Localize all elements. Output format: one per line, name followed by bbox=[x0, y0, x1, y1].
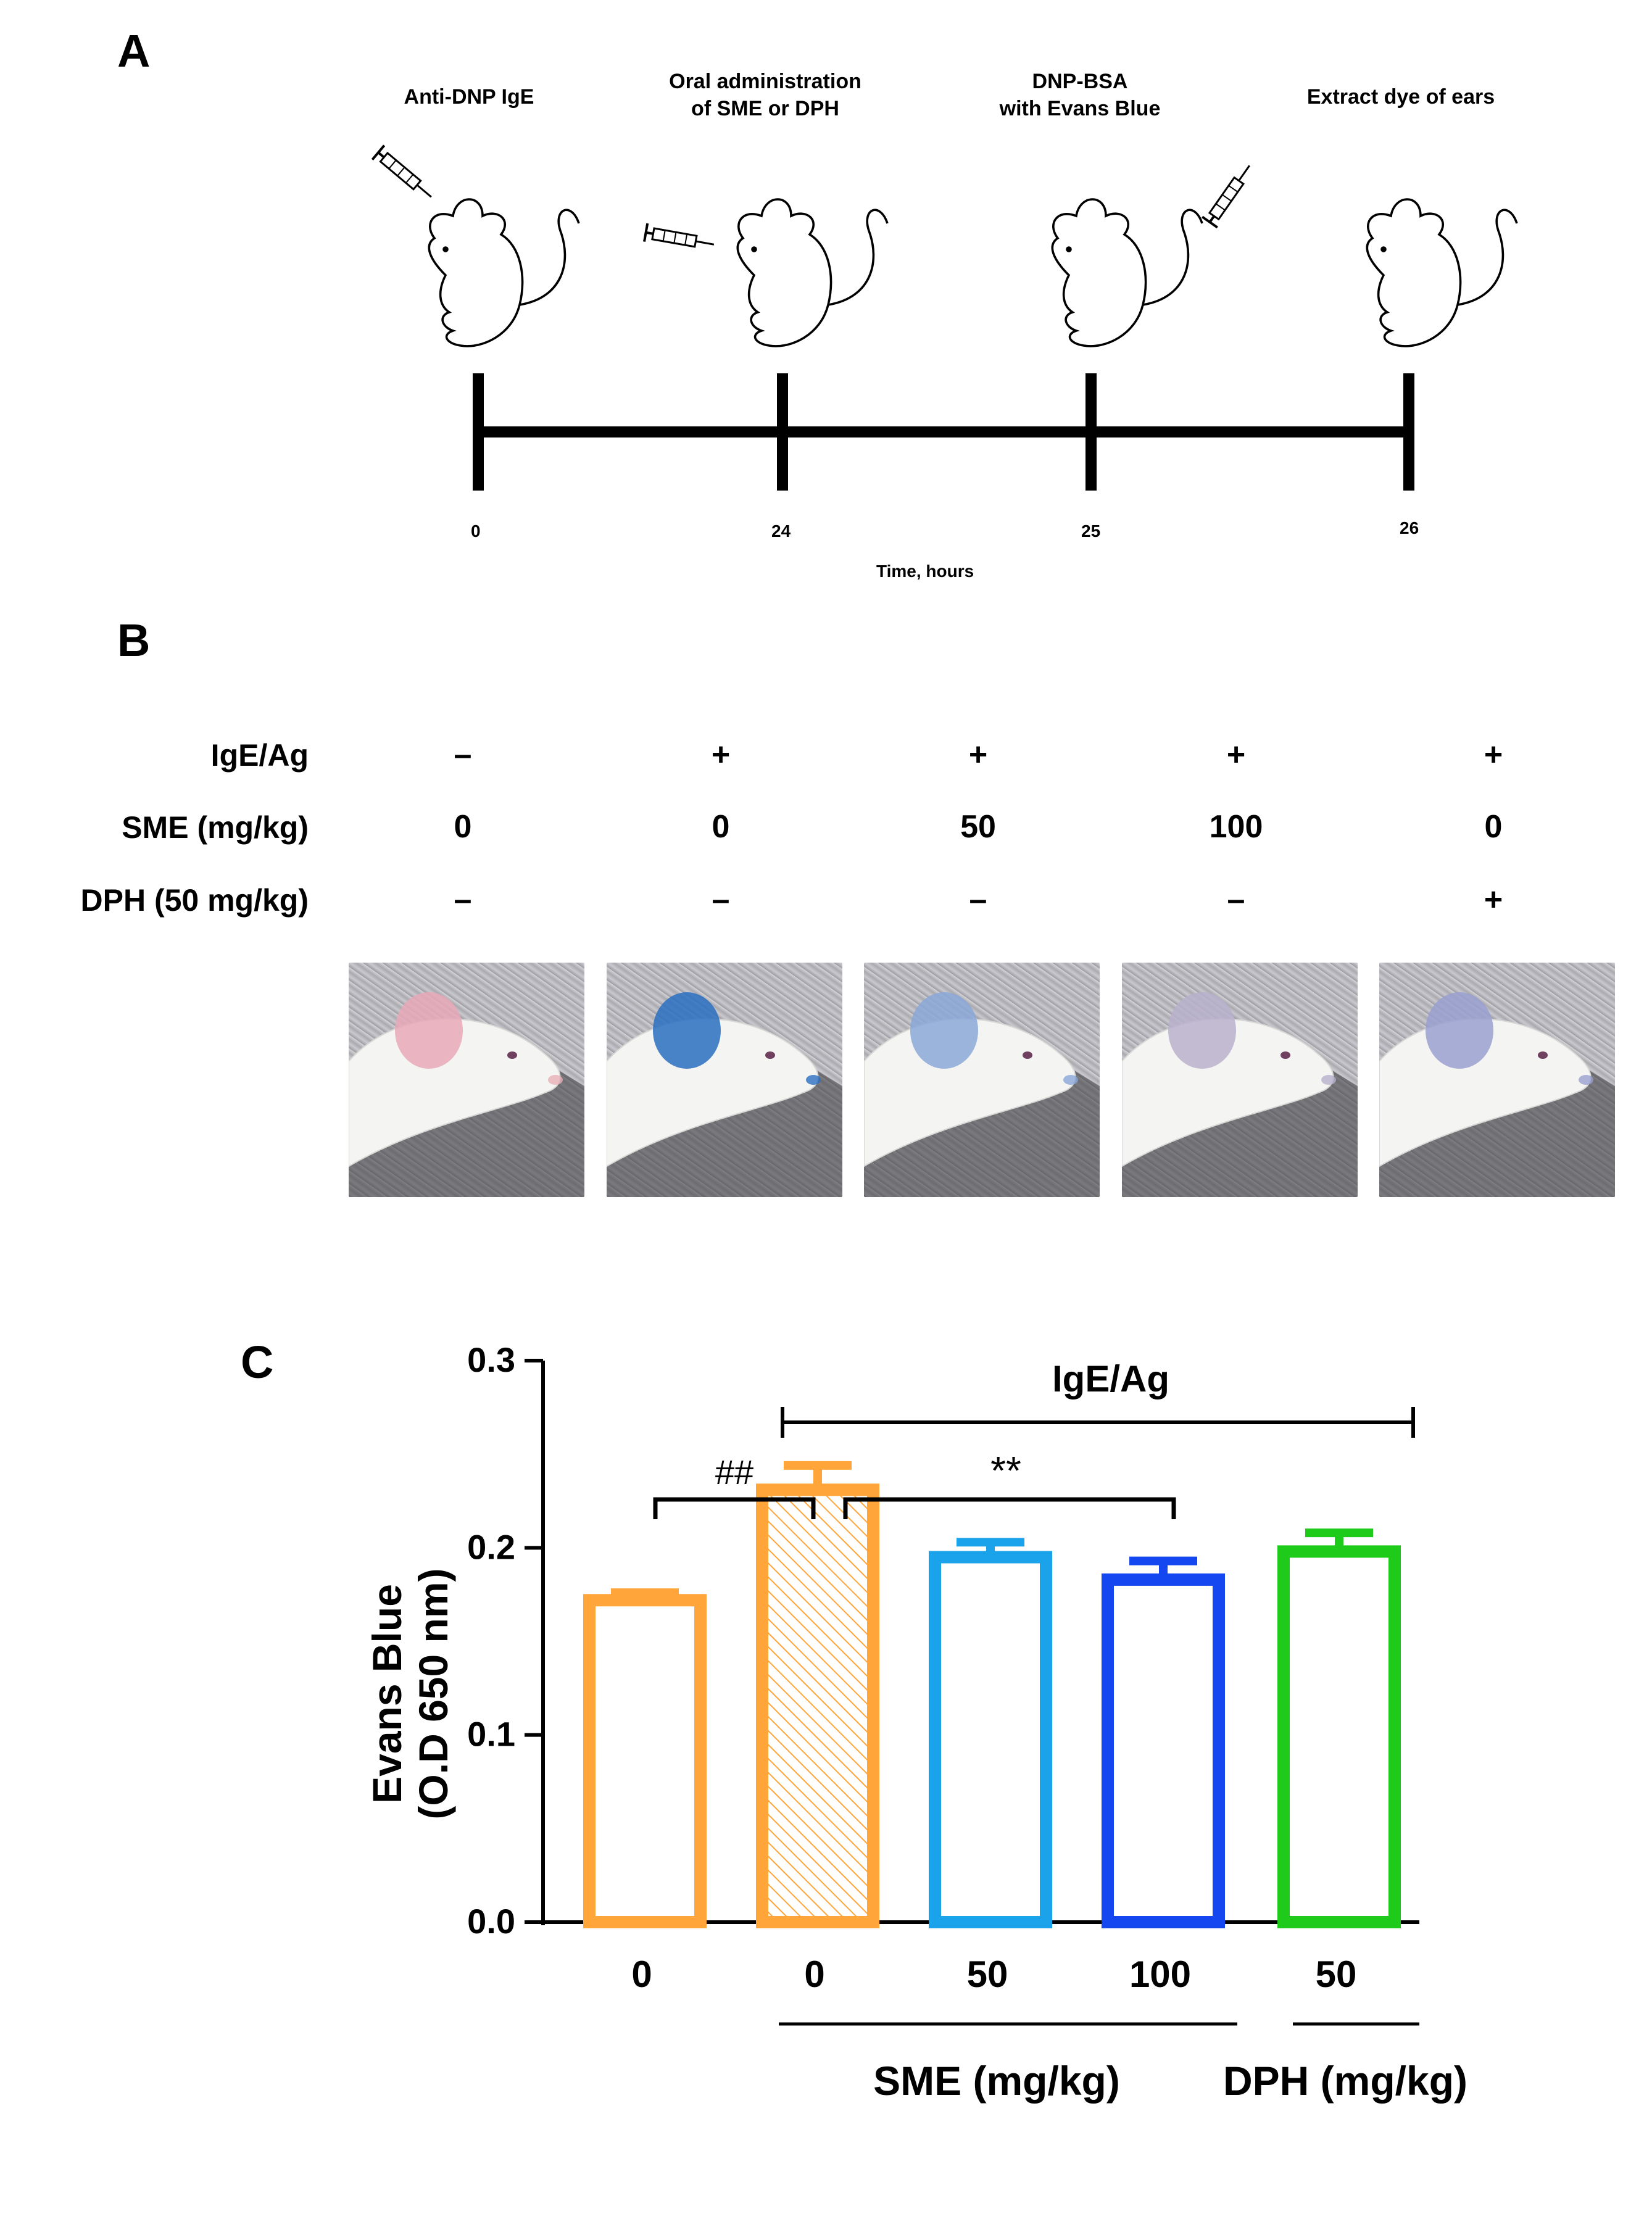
rat-ear bbox=[653, 992, 721, 1069]
sig-bracket-star bbox=[843, 1497, 1176, 1519]
time-label-0: 0 bbox=[471, 521, 481, 541]
time-axis-label: Time, hours bbox=[876, 562, 974, 581]
bar-2 bbox=[929, 1551, 1052, 1928]
x-tick-label-1: 0 bbox=[804, 1954, 824, 1995]
syringe-step-2 bbox=[643, 222, 717, 255]
mouse-step-2 bbox=[736, 198, 889, 347]
sme-group-label: SME (mg/kg) bbox=[873, 2058, 1120, 2104]
panel-c-letter: C bbox=[241, 1337, 274, 1388]
mouse-step-1 bbox=[428, 198, 580, 347]
mouse-photo-5 bbox=[1379, 963, 1615, 1197]
mouse-photo-3 bbox=[864, 963, 1100, 1197]
rat-ear bbox=[910, 992, 978, 1069]
rat-nose bbox=[1321, 1075, 1336, 1085]
igeag-val-2: + bbox=[711, 737, 731, 773]
rat-eye bbox=[507, 1051, 517, 1059]
y-tick-label-3: 0.3 bbox=[467, 1340, 515, 1379]
dph-val-4: – bbox=[1227, 882, 1245, 918]
x-tick-label-0: 0 bbox=[631, 1954, 652, 1995]
sig-hash-label: ## bbox=[715, 1453, 753, 1491]
y-tick-label-2: 0.2 bbox=[467, 1527, 515, 1566]
time-label-25: 25 bbox=[1081, 521, 1101, 541]
bar-1 bbox=[756, 1483, 879, 1929]
rat-eye bbox=[1023, 1051, 1032, 1059]
igeag-val-5: + bbox=[1484, 737, 1503, 773]
rat-nose bbox=[548, 1075, 563, 1085]
mouse-step-4 bbox=[1366, 198, 1518, 347]
mouse-step-3 bbox=[1051, 198, 1203, 347]
rat-eye bbox=[1538, 1051, 1548, 1059]
bar-4 bbox=[1277, 1545, 1401, 1928]
y-axis-label-line-0: Evans Blue bbox=[364, 1584, 410, 1804]
sme-val-2: 0 bbox=[712, 809, 730, 845]
dph-val-3: – bbox=[969, 882, 987, 918]
sme-val-3: 50 bbox=[960, 809, 996, 845]
mouse-photo-1 bbox=[349, 963, 584, 1197]
sig-bracket-hash bbox=[653, 1497, 816, 1519]
sme-val-1: 0 bbox=[454, 809, 472, 845]
y-tick-label-0: 0.0 bbox=[467, 1902, 515, 1941]
igeag-val-4: + bbox=[1226, 737, 1246, 773]
dph-val-5: + bbox=[1484, 882, 1503, 918]
bar-3 bbox=[1102, 1573, 1225, 1928]
evans-blue-chart: 0.0 0.1 0.2 0.3 Evans Blue (O.D 650 nm) 0 0 50 10… bbox=[364, 1340, 1467, 2104]
sig-star-label: ** bbox=[990, 1448, 1021, 1493]
dph-val-2: – bbox=[712, 882, 730, 918]
step-label-3: DNP-BSA with Evans Blue bbox=[999, 70, 1161, 120]
x-tick-label-4: 50 bbox=[1316, 1954, 1357, 1995]
igeag-bracket-label: IgE/Ag bbox=[1052, 1358, 1169, 1399]
dph-val-1: – bbox=[454, 882, 472, 918]
time-label-24: 24 bbox=[771, 521, 791, 541]
panel-b-letter: B bbox=[117, 615, 151, 666]
igeag-val-1: – bbox=[454, 737, 472, 773]
row-label-sme: SME (mg/kg) bbox=[122, 810, 309, 845]
row-label-dph: DPH (50 mg/kg) bbox=[80, 883, 309, 918]
timeline-illustration bbox=[371, 144, 1518, 491]
rat-ear bbox=[395, 992, 463, 1069]
mouse-photo-2 bbox=[607, 963, 842, 1197]
x-tick-label-3: 100 bbox=[1129, 1954, 1191, 1995]
rat-ear bbox=[1426, 992, 1493, 1069]
rat-nose bbox=[806, 1075, 821, 1085]
rat-nose bbox=[1579, 1075, 1593, 1085]
rat-ear bbox=[1168, 992, 1236, 1069]
rat-nose bbox=[1063, 1075, 1078, 1085]
y-axis-label-line-1: (O.D 650 nm) bbox=[410, 1568, 456, 1819]
rat-eye bbox=[765, 1051, 775, 1059]
rat-eye bbox=[1281, 1051, 1290, 1059]
syringe-step-3 bbox=[1201, 159, 1259, 229]
step-label-4: Extract dye of ears bbox=[1306, 85, 1495, 109]
step-label-2: Oral administration of SME or DPH bbox=[669, 70, 861, 120]
y-tick-label-1: 0.1 bbox=[467, 1715, 515, 1754]
igeag-val-3: + bbox=[968, 737, 988, 773]
dph-group-label: DPH (mg/kg) bbox=[1223, 2058, 1467, 2104]
time-label-26: 26 bbox=[1400, 518, 1419, 537]
panel-a-letter: A bbox=[117, 25, 151, 77]
row-label-igeag: IgE/Ag bbox=[210, 738, 309, 773]
step-label-1: Anti-DNP IgE bbox=[404, 85, 534, 109]
sme-val-5: 0 bbox=[1484, 809, 1503, 845]
x-tick-label-2: 50 bbox=[967, 1954, 1008, 1995]
sme-val-4: 100 bbox=[1209, 809, 1263, 845]
syringe-step-1 bbox=[371, 144, 439, 205]
bar-0 bbox=[583, 1594, 707, 1928]
mouse-photo-4 bbox=[1122, 963, 1358, 1197]
